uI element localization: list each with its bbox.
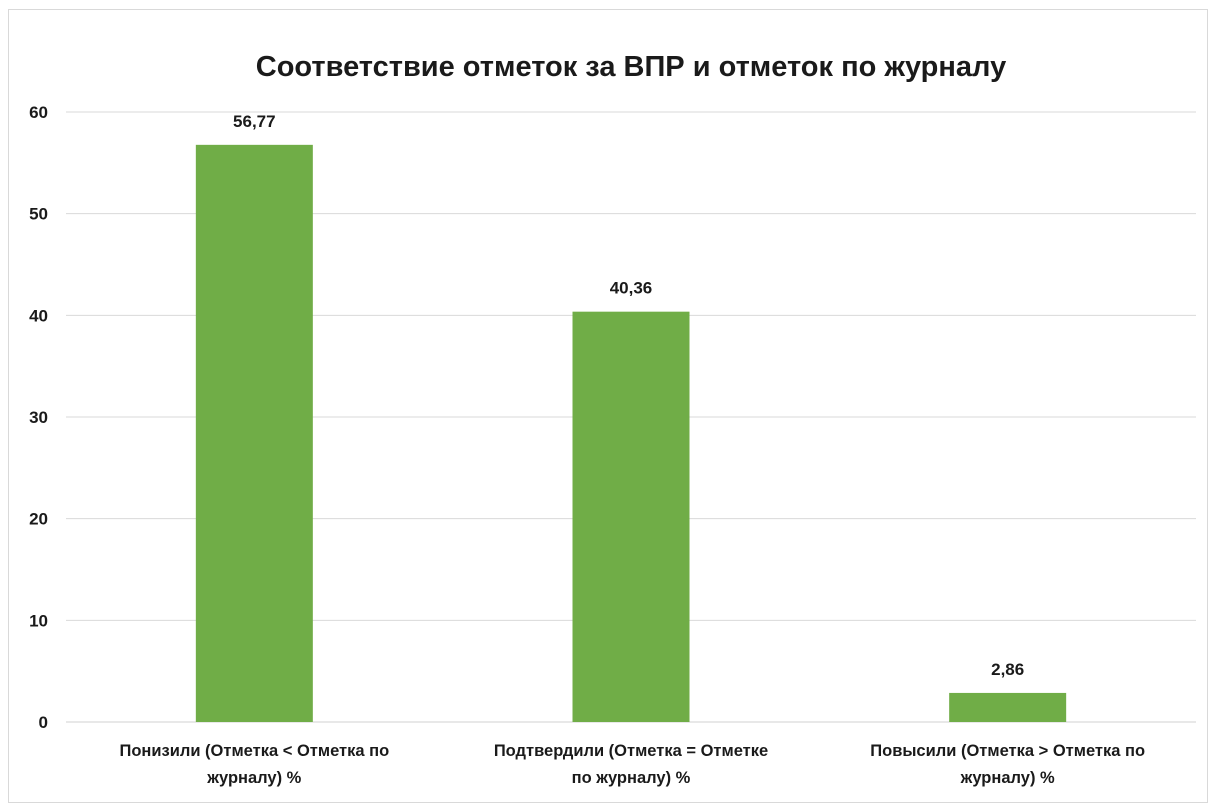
x-category-label: журналу) % [960, 769, 1055, 787]
y-tick-label: 0 [39, 713, 48, 732]
y-axis-ticks: 0 10 20 30 40 50 60 [29, 103, 48, 732]
chart-title: Соответствие отметок за ВПР и отметок по… [256, 51, 1006, 83]
y-tick-label: 10 [29, 611, 48, 630]
data-label-3: 2,86 [991, 660, 1024, 679]
y-tick-label: 40 [29, 306, 48, 325]
bar-1 [195, 144, 313, 723]
x-category-label: Понизили (Отметка < Отметка по [119, 742, 389, 760]
x-category-label: Повысили (Отметка > Отметка по [870, 742, 1145, 760]
x-axis-categories: Понизили (Отметка < Отметка по журналу) %… [119, 742, 1145, 787]
bars [195, 144, 1067, 723]
y-tick-label: 20 [29, 510, 48, 529]
x-category-label: Подтвердили (Отметка = Отметке [494, 742, 768, 760]
bar-3 [949, 692, 1067, 722]
y-tick-label: 30 [29, 408, 48, 427]
data-label-2: 40,36 [610, 279, 653, 298]
x-category-label: по журналу) % [572, 769, 691, 787]
data-labels: 56,77 40,36 2,86 [233, 112, 1024, 679]
y-tick-label: 50 [29, 205, 48, 224]
data-label-1: 56,77 [233, 112, 276, 131]
bar-2 [572, 311, 690, 722]
x-category-label: журналу) % [206, 769, 301, 787]
y-tick-label: 60 [29, 103, 48, 122]
